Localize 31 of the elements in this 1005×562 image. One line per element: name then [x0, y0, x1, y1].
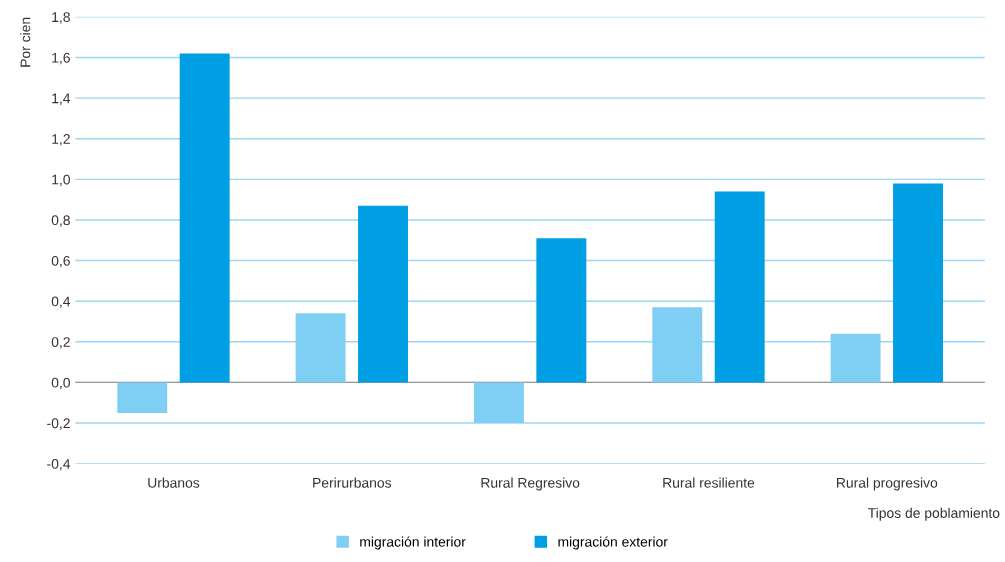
x-tick-label: Urbanos — [148, 477, 200, 488]
bar — [536, 238, 587, 383]
y-tick-label: 1,8 — [52, 12, 70, 24]
y-tick-label: 0,2 — [51, 337, 70, 349]
y-tick-label: 1,6 — [52, 52, 70, 65]
y-tick-label: 0,6 — [51, 255, 70, 268]
bar — [295, 313, 346, 383]
bar — [117, 382, 168, 413]
bar — [358, 205, 408, 383]
y-tick-label: 1,4 — [52, 93, 71, 105]
bar — [714, 191, 765, 383]
bar — [473, 382, 524, 424]
x-tick-label: Rural resiliente — [663, 477, 755, 488]
bar — [830, 333, 881, 383]
x-tick-label: Rural Regresivo — [481, 477, 580, 491]
legend-label: migración interior — [360, 536, 466, 550]
x-tick-label: Perirurbanos — [313, 477, 392, 488]
y-tick-label: 0,0 — [51, 377, 70, 390]
bar — [893, 183, 943, 383]
y-tick-label: 1,0 — [52, 174, 70, 187]
y-tick-label: 0,8 — [51, 215, 70, 227]
y-axis-title: Por cien — [20, 17, 31, 67]
y-tick-label: -0,2 — [47, 418, 70, 430]
bar — [179, 53, 230, 383]
y-tick-label: 1,2 — [52, 134, 70, 146]
y-tick-label: 0,4 — [51, 296, 71, 308]
x-axis-title: Tipos de poblamiento — [868, 507, 1000, 521]
y-tick-label: -0,4 — [47, 458, 71, 471]
legend-label: migración exterior — [558, 536, 668, 550]
bar — [652, 307, 703, 383]
x-tick-label: Rural progresivo — [837, 477, 938, 491]
